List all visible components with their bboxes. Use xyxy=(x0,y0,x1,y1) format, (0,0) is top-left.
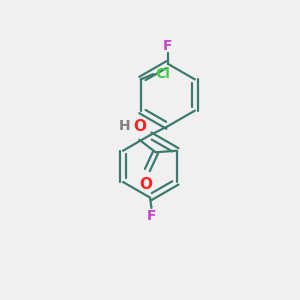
Text: F: F xyxy=(163,38,172,52)
Text: O: O xyxy=(134,119,146,134)
Text: Cl: Cl xyxy=(155,67,170,81)
Text: H: H xyxy=(119,119,131,133)
Text: F: F xyxy=(147,209,156,223)
Text: O: O xyxy=(140,177,153,192)
